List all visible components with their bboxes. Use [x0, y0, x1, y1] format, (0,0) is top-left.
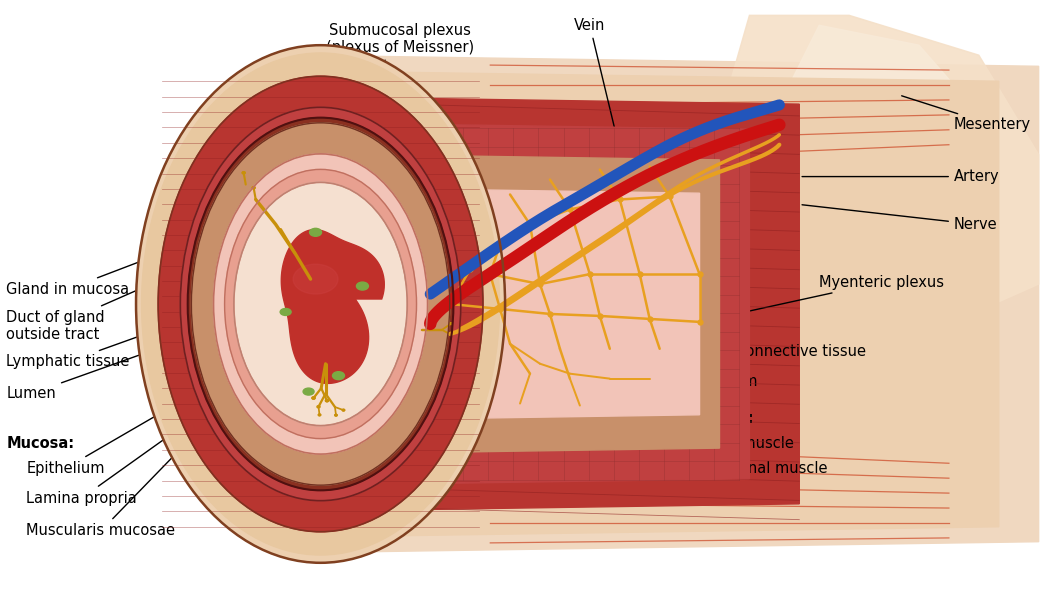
- Ellipse shape: [979, 68, 1019, 540]
- Ellipse shape: [342, 410, 344, 411]
- Text: Serosa:: Serosa:: [660, 318, 722, 333]
- Ellipse shape: [325, 399, 328, 402]
- Text: Submucosa: Submucosa: [141, 242, 235, 272]
- Polygon shape: [789, 25, 999, 284]
- Polygon shape: [321, 97, 800, 511]
- Polygon shape: [321, 187, 700, 420]
- Ellipse shape: [252, 187, 255, 188]
- Ellipse shape: [136, 45, 505, 563]
- Text: Vein: Vein: [574, 18, 620, 147]
- Ellipse shape: [450, 333, 452, 335]
- Polygon shape: [282, 230, 384, 384]
- Ellipse shape: [225, 169, 416, 439]
- Ellipse shape: [342, 410, 344, 411]
- Text: Circular muscle: Circular muscle: [603, 436, 793, 451]
- Ellipse shape: [243, 172, 245, 174]
- Ellipse shape: [158, 76, 483, 532]
- Text: Glands in
submucosa: Glands in submucosa: [313, 147, 397, 331]
- Ellipse shape: [317, 406, 320, 408]
- Ellipse shape: [450, 333, 452, 335]
- Text: Myenteric plexus: Myenteric plexus: [702, 275, 945, 321]
- Text: Muscularis mucosae: Muscularis mucosae: [26, 405, 222, 538]
- Polygon shape: [321, 56, 1039, 553]
- Ellipse shape: [142, 53, 500, 555]
- Text: Longitudinal muscle: Longitudinal muscle: [582, 461, 827, 476]
- Polygon shape: [730, 15, 1039, 324]
- Ellipse shape: [319, 414, 321, 416]
- Ellipse shape: [319, 414, 321, 416]
- Ellipse shape: [325, 399, 328, 402]
- Ellipse shape: [252, 187, 255, 188]
- Ellipse shape: [303, 388, 315, 395]
- Polygon shape: [321, 154, 719, 454]
- Text: Mucosa:: Mucosa:: [6, 436, 74, 451]
- Ellipse shape: [335, 414, 337, 416]
- Text: Areolar connective tissue: Areolar connective tissue: [652, 344, 865, 359]
- Text: Epithelium: Epithelium: [26, 373, 230, 476]
- Ellipse shape: [450, 323, 452, 324]
- Ellipse shape: [281, 309, 291, 315]
- Ellipse shape: [335, 414, 337, 416]
- Text: Gland in mucosa: Gland in mucosa: [6, 230, 222, 297]
- Text: Epithelium: Epithelium: [643, 369, 758, 389]
- Text: Lamina propria: Lamina propria: [26, 387, 237, 506]
- Text: Lumen: Lumen: [6, 295, 308, 401]
- Ellipse shape: [450, 323, 452, 324]
- Text: Artery: Artery: [802, 169, 1000, 184]
- Text: Duct of gland
outside tract: Duct of gland outside tract: [6, 255, 216, 342]
- Ellipse shape: [333, 371, 344, 380]
- Text: Nerve: Nerve: [802, 205, 998, 232]
- Ellipse shape: [192, 123, 450, 485]
- Ellipse shape: [357, 282, 369, 290]
- Ellipse shape: [243, 172, 245, 174]
- Ellipse shape: [312, 397, 316, 399]
- Ellipse shape: [214, 154, 428, 454]
- Ellipse shape: [293, 264, 338, 294]
- Polygon shape: [321, 71, 999, 537]
- Text: Muscularis:: Muscularis:: [660, 411, 754, 426]
- Text: Submucosal plexus
(plexus of Meissner): Submucosal plexus (plexus of Meissner): [326, 23, 474, 141]
- Text: Mesentery: Mesentery: [901, 96, 1031, 132]
- Ellipse shape: [312, 397, 316, 399]
- Ellipse shape: [180, 108, 461, 501]
- Text: Lymphatic tissue: Lymphatic tissue: [6, 300, 240, 369]
- Ellipse shape: [309, 228, 322, 236]
- Polygon shape: [321, 123, 750, 485]
- Ellipse shape: [234, 182, 408, 426]
- Ellipse shape: [187, 118, 453, 490]
